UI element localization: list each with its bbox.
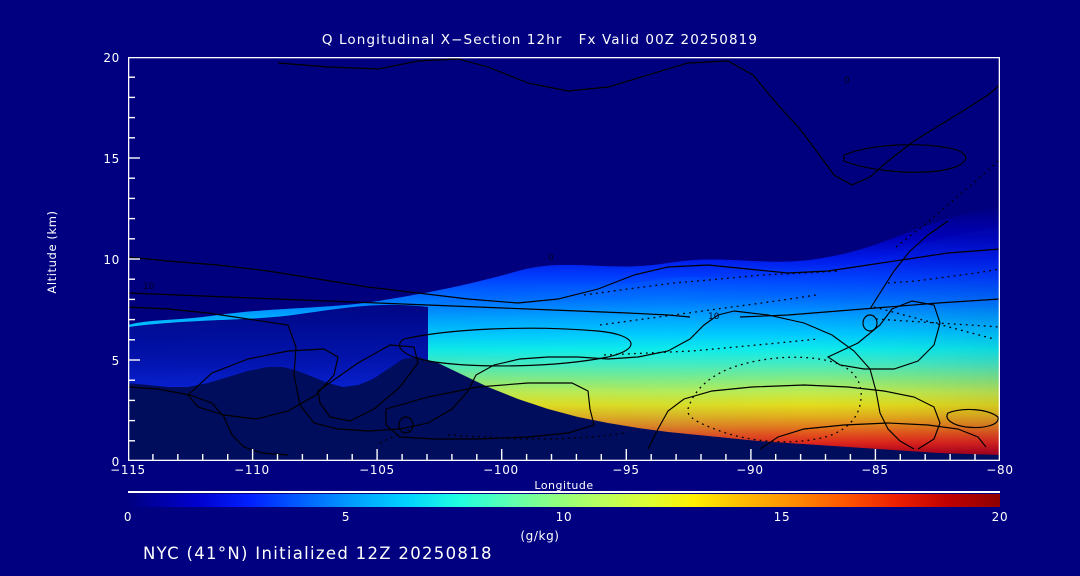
y-tick-label: 10	[103, 253, 120, 267]
contour-labels: 10 0 10 0	[143, 76, 850, 322]
colorbar-gradient	[128, 494, 1000, 507]
terrain-mask	[128, 357, 1000, 461]
colorbar-tick-label: 5	[341, 510, 351, 524]
contour-overlay-dashed	[379, 160, 1000, 444]
x-tick-label: −90	[736, 463, 764, 477]
x-tick-label: −115	[110, 463, 146, 477]
plot-area: 10 0 10 0	[128, 57, 1000, 461]
x-axis-ticks	[128, 449, 1000, 461]
x-tick-label: −95	[612, 463, 640, 477]
contour-overlay	[128, 58, 1000, 456]
y-axis-ticks	[128, 57, 140, 461]
colorbar-tick-label: 0	[123, 510, 133, 524]
x-tick-label: −110	[234, 463, 270, 477]
x-tick-label: −85	[861, 463, 889, 477]
x-tick-label: −80	[986, 463, 1014, 477]
y-axis-label: Altitude (km)	[45, 210, 59, 294]
contour-label-10b: 10	[708, 312, 720, 322]
colorbar-units: (g/kg)	[520, 529, 560, 543]
cross-section-svg: 10 0 10 0	[128, 57, 1000, 461]
footer-caption: NYC (41°N) Initialized 12Z 20250818	[143, 544, 493, 563]
y-tick-label: 15	[103, 152, 120, 166]
page-title: Q Longitudinal X−Section 12hr Fx Valid 0…	[321, 32, 759, 48]
contour-label-0b: 0	[844, 76, 850, 86]
y-tick-label: 20	[103, 51, 120, 65]
colorbar-tick-label: 10	[555, 510, 573, 524]
contour-label-10: 10	[143, 282, 155, 292]
x-tick-label: −100	[483, 463, 519, 477]
colorbar[interactable]	[128, 494, 1000, 507]
y-tick-label: 0	[111, 455, 120, 469]
x-tick-label: −105	[359, 463, 395, 477]
colorbar-tick-label: 20	[991, 510, 1009, 524]
colorbar-title: Longitude	[534, 479, 594, 492]
colorbar-top-rule	[128, 491, 1000, 493]
colorbar-tick-label: 15	[773, 510, 791, 524]
contour-label-0: 0	[548, 253, 554, 263]
y-tick-label: 5	[111, 354, 120, 368]
